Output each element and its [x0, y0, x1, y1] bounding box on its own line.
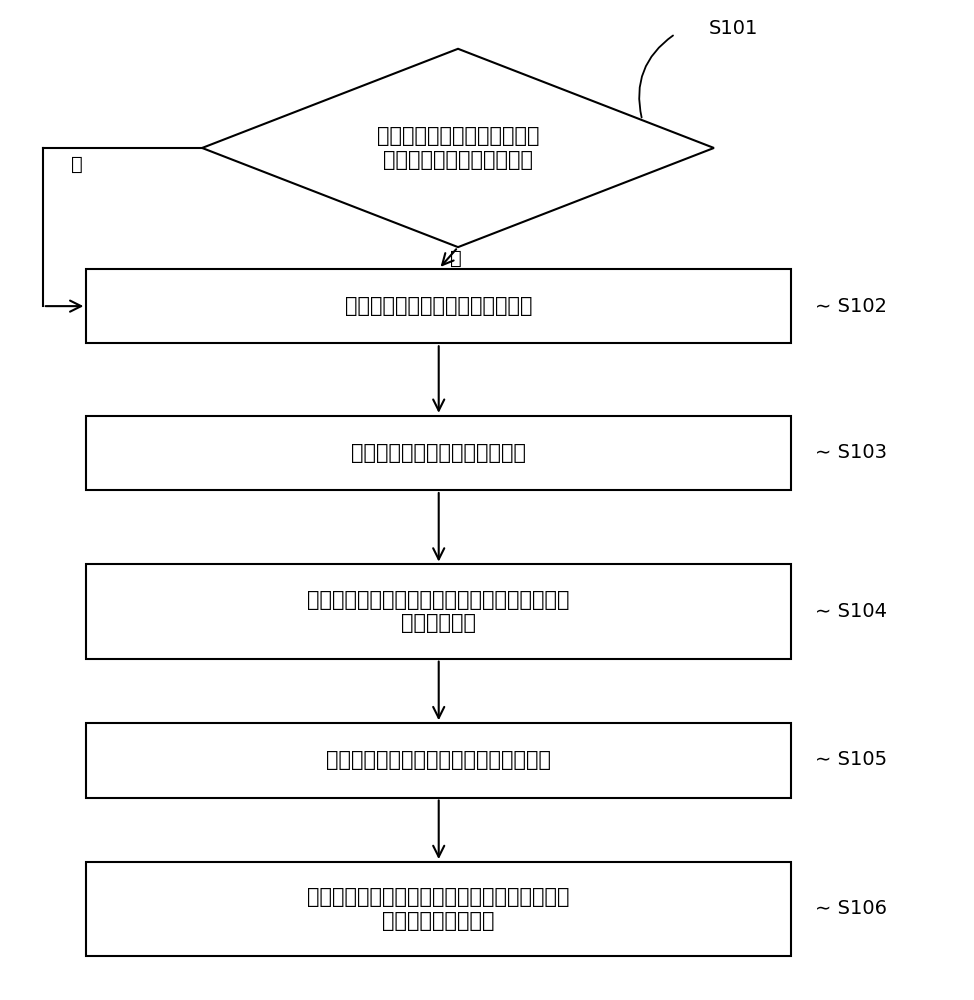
Text: S101: S101: [709, 19, 759, 38]
Text: 依据原始源地址下载待续传视频段: 依据原始源地址下载待续传视频段: [345, 296, 533, 316]
Bar: [87, 416, 791, 490]
Bar: [87, 862, 791, 956]
Text: ∼ S104: ∼ S104: [815, 602, 887, 621]
Text: ∼ S106: ∼ S106: [815, 899, 887, 918]
Text: 获取该网络视频的当前索引信息: 获取该网络视频的当前索引信息: [352, 443, 526, 463]
Bar: [87, 723, 791, 798]
Polygon shape: [203, 49, 714, 247]
Bar: [87, 269, 791, 343]
Text: ∼ S105: ∼ S105: [815, 750, 887, 769]
Text: 否: 否: [450, 249, 462, 268]
Text: 根据该当前索引信息，确定待续传视频段所对应
的当前源地址: 根据该当前索引信息，确定待续传视频段所对应 的当前源地址: [308, 590, 570, 633]
Text: 检测该网络视频的原始索引信
息中的原始源地址是否失效: 检测该网络视频的原始索引信 息中的原始源地址是否失效: [377, 126, 540, 170]
Text: ∼ S102: ∼ S102: [815, 297, 887, 316]
Text: 从所确定的当前源地址下载待续传视频段: 从所确定的当前源地址下载待续传视频段: [326, 750, 551, 770]
Text: ∼ S103: ∼ S103: [815, 443, 887, 462]
Bar: [87, 564, 791, 659]
Text: 按照预定命名规则，对该网络视频的已下载的视
频段进行重命名处理: 按照预定命名规则，对该网络视频的已下载的视 频段进行重命名处理: [308, 887, 570, 931]
Text: 是: 是: [71, 155, 83, 174]
